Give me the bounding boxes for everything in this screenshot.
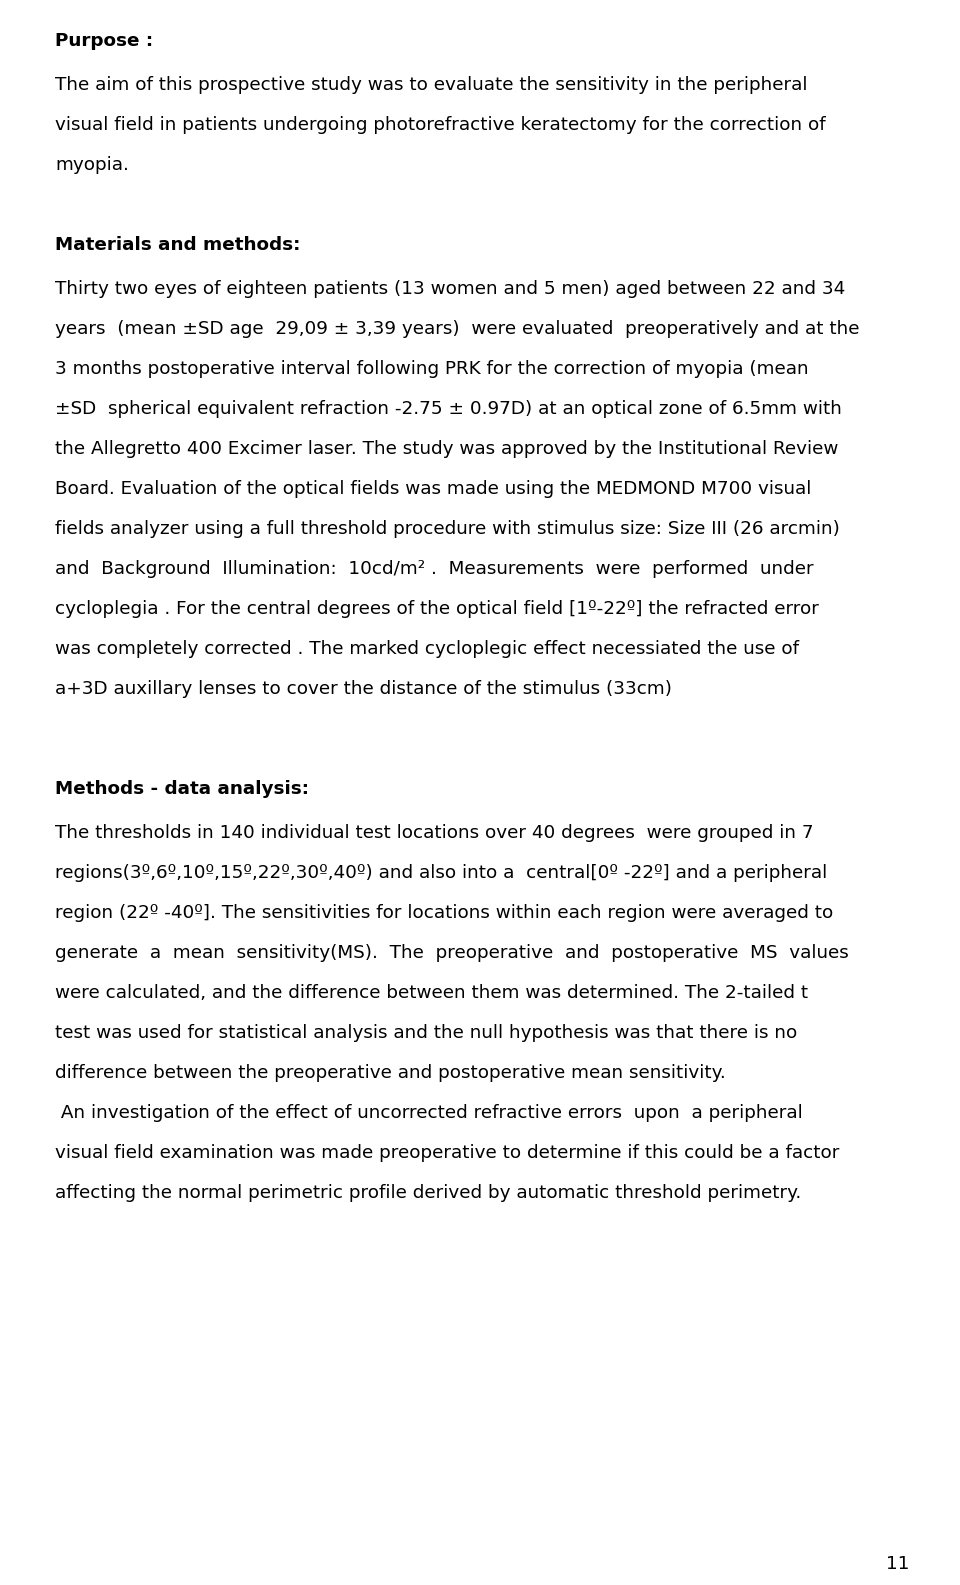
Text: Board. Evaluation of the optical fields was made using the MEDMOND M700 visual: Board. Evaluation of the optical fields … (55, 480, 811, 498)
Text: 3 months postoperative interval following PRK for the correction of myopia (mean: 3 months postoperative interval followin… (55, 360, 808, 377)
Text: Purpose :: Purpose : (55, 32, 154, 51)
Text: were calculated, and the difference between them was determined. The 2-tailed t: were calculated, and the difference betw… (55, 984, 808, 1002)
Text: cycloplegia . For the central degrees of the optical field [1º-22º] the refracte: cycloplegia . For the central degrees of… (55, 601, 819, 618)
Text: was completely corrected . The marked cycloplegic effect necessiated the use of: was completely corrected . The marked cy… (55, 640, 799, 658)
Text: region (22º -40º]. The sensitivities for locations within each region were avera: region (22º -40º]. The sensitivities for… (55, 903, 833, 922)
Text: Methods - data analysis:: Methods - data analysis: (55, 780, 309, 797)
Text: visual field in patients undergoing photorefractive keratectomy for the correcti: visual field in patients undergoing phot… (55, 116, 826, 135)
Text: myopia.: myopia. (55, 155, 129, 174)
Text: and  Background  Illumination:  10cd/m² .  Measurements  were  performed  under: and Background Illumination: 10cd/m² . M… (55, 560, 814, 579)
Text: affecting the normal perimetric profile derived by automatic threshold perimetry: affecting the normal perimetric profile … (55, 1184, 802, 1201)
Text: Thirty two eyes of eighteen patients (13 women and 5 men) aged between 22 and 34: Thirty two eyes of eighteen patients (13… (55, 281, 845, 298)
Text: difference between the preoperative and postoperative mean sensitivity.: difference between the preoperative and … (55, 1064, 726, 1083)
Text: generate  a  mean  sensitivity(MS).  The  preoperative  and  postoperative  MS  : generate a mean sensitivity(MS). The pre… (55, 945, 849, 962)
Text: Materials and methods:: Materials and methods: (55, 236, 300, 254)
Text: a+3D auxillary lenses to cover the distance of the stimulus (33cm): a+3D auxillary lenses to cover the dista… (55, 680, 672, 697)
Text: 11: 11 (886, 1555, 910, 1572)
Text: The aim of this prospective study was to evaluate the sensitivity in the periphe: The aim of this prospective study was to… (55, 76, 807, 94)
Text: The thresholds in 140 individual test locations over 40 degrees  were grouped in: The thresholds in 140 individual test lo… (55, 824, 814, 842)
Text: An investigation of the effect of uncorrected refractive errors  upon  a periphe: An investigation of the effect of uncorr… (55, 1105, 803, 1122)
Text: ±SD  spherical equivalent refraction -2.75 ± 0.97D) at an optical zone of 6.5mm : ±SD spherical equivalent refraction -2.7… (55, 399, 842, 418)
Text: visual field examination was made preoperative to determine if this could be a f: visual field examination was made preope… (55, 1144, 839, 1162)
Text: years  (mean ±SD age  29,09 ± 3,39 years)  were evaluated  preoperatively and at: years (mean ±SD age 29,09 ± 3,39 years) … (55, 320, 859, 338)
Text: the Allegretto 400 Excimer laser. The study was approved by the Institutional Re: the Allegretto 400 Excimer laser. The st… (55, 441, 838, 458)
Text: test was used for statistical analysis and the null hypothesis was that there is: test was used for statistical analysis a… (55, 1024, 797, 1041)
Text: fields analyzer using a full threshold procedure with stimulus size: Size III (2: fields analyzer using a full threshold p… (55, 520, 840, 537)
Text: regions(3º,6º,10º,15º,22º,30º,40º) and also into a  central[0º -22º] and a perip: regions(3º,6º,10º,15º,22º,30º,40º) and a… (55, 864, 828, 881)
